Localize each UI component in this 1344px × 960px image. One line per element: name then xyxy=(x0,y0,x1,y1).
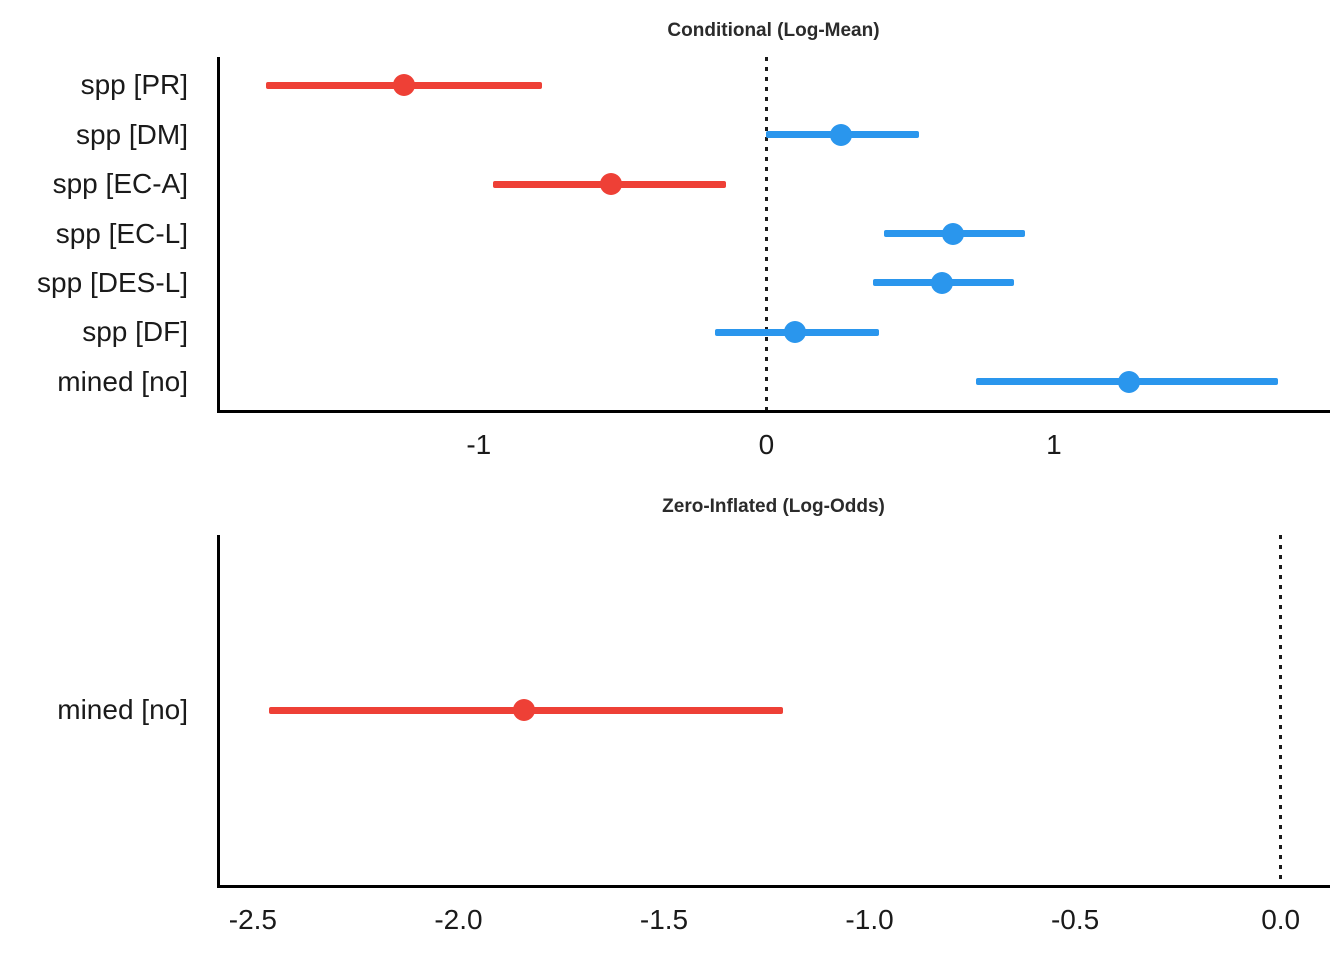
y-axis-label: spp [EC-L] xyxy=(55,217,188,249)
y-axis-labels-conditional: spp [PR] spp [DM] spp [EC-A] spp [EC-L] spp … xyxy=(0,57,188,410)
x-tick-label: -1.0 xyxy=(845,904,894,935)
y-axis-label: mined [no] xyxy=(57,694,188,725)
zero-reference-line xyxy=(764,57,768,410)
x-tick-label: -2.5 xyxy=(228,904,277,935)
x-axis-ticks-zero-inflated: -2.5 -2.0 -1.5 -1.0 -0.5 0.0 xyxy=(220,903,1330,943)
estimate-point xyxy=(1117,370,1140,393)
estimate-point xyxy=(784,321,807,344)
x-tick-label: 0.0 xyxy=(1261,904,1301,935)
x-tick-label: -1 xyxy=(466,429,492,460)
zero-reference-line xyxy=(1279,535,1283,885)
y-axis-label: mined [no] xyxy=(57,365,188,397)
x-axis-ticks-conditional: -1 0 1 xyxy=(220,428,1330,468)
estimate-point xyxy=(942,222,965,245)
panel-title-conditional: Conditional (Log-Mean) xyxy=(667,20,880,41)
estimate-point xyxy=(600,173,623,196)
estimate-point xyxy=(930,271,953,294)
estimate-point xyxy=(513,699,536,721)
estimate-point xyxy=(393,74,416,97)
y-axis-labels-zero-inflated: mined [no] xyxy=(0,535,188,885)
x-tick-label: 0 xyxy=(758,429,775,460)
y-axis-label: spp [EC-A] xyxy=(52,168,188,200)
plot-area-zero-inflated xyxy=(217,535,1330,888)
plot-area-conditional xyxy=(217,57,1330,413)
y-axis-label: spp [PR] xyxy=(80,69,188,101)
x-tick-label: 1 xyxy=(1046,429,1062,460)
panel-title-zero-inflated: Zero-Inflated (Log-Odds) xyxy=(662,496,885,517)
y-axis-label: spp [DF] xyxy=(82,316,188,348)
y-axis-label: spp [DES-L] xyxy=(37,266,188,298)
y-axis-label: spp [DM] xyxy=(75,118,188,150)
estimate-point xyxy=(830,123,853,146)
x-tick-label: -0.5 xyxy=(1050,904,1100,935)
x-tick-label: -2.0 xyxy=(434,904,483,935)
x-tick-label: -1.5 xyxy=(639,904,689,935)
